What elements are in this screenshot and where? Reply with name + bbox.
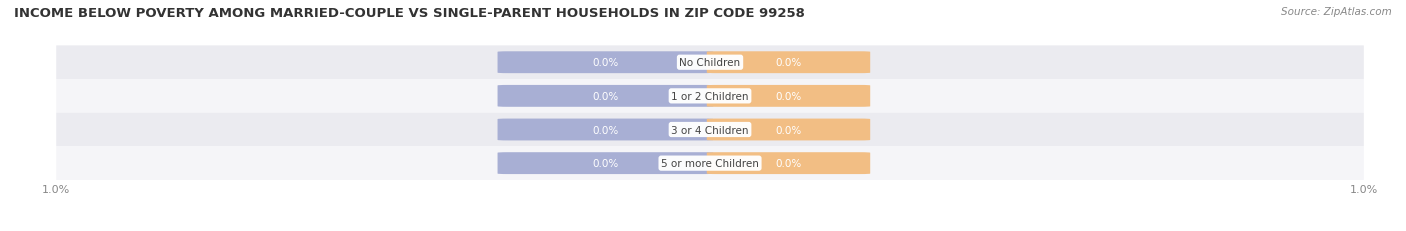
FancyBboxPatch shape <box>56 46 1364 80</box>
FancyBboxPatch shape <box>707 85 870 107</box>
Text: 0.0%: 0.0% <box>592 91 619 101</box>
Legend: Married Couples, Single Parents: Married Couples, Single Parents <box>599 229 821 231</box>
Text: 0.0%: 0.0% <box>592 125 619 135</box>
Text: 0.0%: 0.0% <box>592 58 619 68</box>
Text: No Children: No Children <box>679 58 741 68</box>
Text: 0.0%: 0.0% <box>775 58 801 68</box>
FancyBboxPatch shape <box>498 152 713 174</box>
Text: 0.0%: 0.0% <box>775 91 801 101</box>
Text: 5 or more Children: 5 or more Children <box>661 158 759 168</box>
FancyBboxPatch shape <box>56 113 1364 147</box>
FancyBboxPatch shape <box>56 80 1364 113</box>
FancyBboxPatch shape <box>498 85 713 107</box>
Text: 1 or 2 Children: 1 or 2 Children <box>671 91 749 101</box>
Text: 0.0%: 0.0% <box>775 158 801 168</box>
FancyBboxPatch shape <box>498 119 713 141</box>
Text: 0.0%: 0.0% <box>592 158 619 168</box>
FancyBboxPatch shape <box>498 52 713 74</box>
Text: 0.0%: 0.0% <box>775 125 801 135</box>
FancyBboxPatch shape <box>707 52 870 74</box>
FancyBboxPatch shape <box>707 119 870 141</box>
Text: Source: ZipAtlas.com: Source: ZipAtlas.com <box>1281 7 1392 17</box>
Text: INCOME BELOW POVERTY AMONG MARRIED-COUPLE VS SINGLE-PARENT HOUSEHOLDS IN ZIP COD: INCOME BELOW POVERTY AMONG MARRIED-COUPL… <box>14 7 804 20</box>
FancyBboxPatch shape <box>56 147 1364 180</box>
FancyBboxPatch shape <box>707 152 870 174</box>
Text: 3 or 4 Children: 3 or 4 Children <box>671 125 749 135</box>
